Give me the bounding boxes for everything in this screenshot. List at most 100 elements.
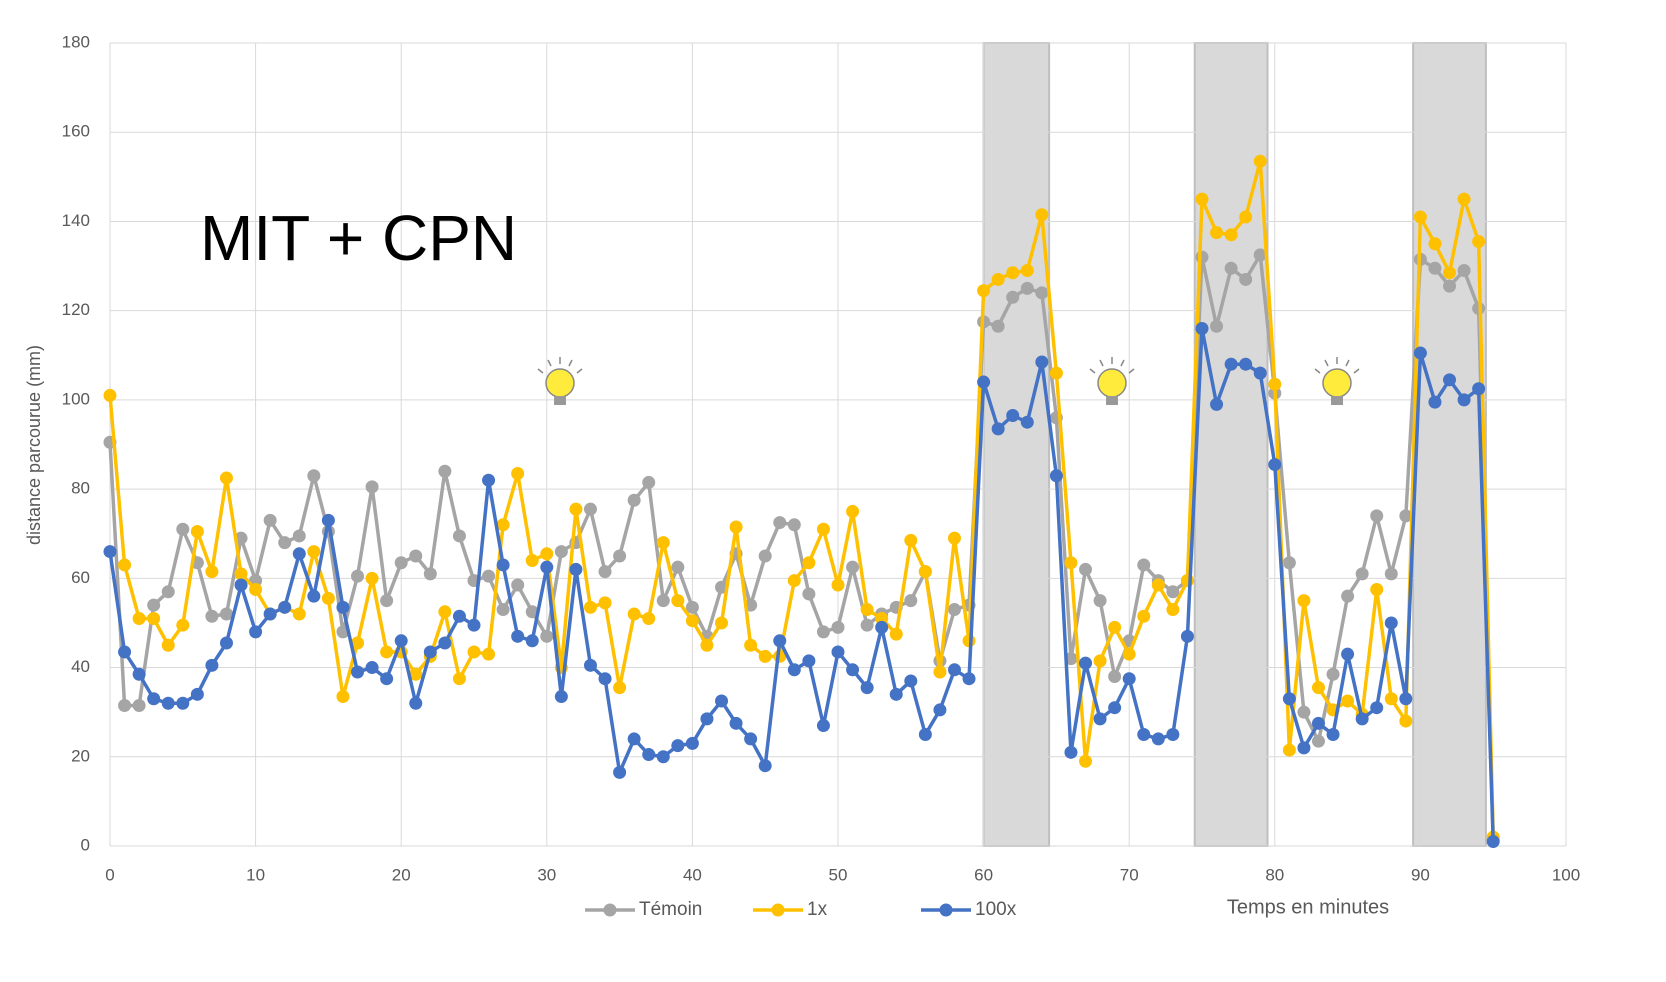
data-point [438, 605, 452, 619]
data-point [773, 634, 787, 648]
data-point [860, 603, 874, 617]
data-point [1151, 732, 1165, 746]
data-point [773, 516, 787, 530]
data-point [1268, 458, 1282, 472]
data-point [1282, 556, 1296, 570]
data-point [1384, 692, 1398, 706]
data-point [554, 690, 568, 704]
data-point [598, 672, 612, 686]
data-point [1399, 714, 1413, 728]
lightbulb-icon [1089, 357, 1135, 405]
data-point [656, 594, 670, 608]
data-point [278, 600, 292, 614]
data-point [1428, 261, 1442, 275]
data-point [1370, 509, 1384, 523]
data-point [438, 464, 452, 478]
data-point [1093, 712, 1107, 726]
data-point [452, 529, 466, 543]
data-point [1355, 567, 1369, 581]
data-point [1108, 669, 1122, 683]
data-point [875, 611, 889, 625]
data-point [977, 284, 991, 298]
data-point [161, 585, 175, 599]
y-tick-label: 140 [62, 211, 90, 230]
data-point [452, 609, 466, 623]
data-point [1049, 366, 1063, 380]
data-point [598, 565, 612, 579]
data-point [715, 616, 729, 630]
data-point [1341, 589, 1355, 603]
data-point [336, 600, 350, 614]
data-point [1443, 266, 1457, 280]
data-point [394, 634, 408, 648]
data-point [292, 607, 306, 621]
data-point [190, 524, 204, 538]
data-point [671, 739, 685, 753]
data-point [627, 607, 641, 621]
data-point [1253, 154, 1267, 168]
data-point [613, 681, 627, 695]
data-point [583, 600, 597, 614]
legend-label: 100x [975, 899, 1017, 920]
data-point [1137, 727, 1151, 741]
bulbs [537, 357, 1360, 405]
data-point [642, 475, 656, 489]
y-tick-label: 0 [81, 835, 90, 854]
data-point [394, 556, 408, 570]
data-point [1253, 366, 1267, 380]
data-point [496, 558, 510, 572]
data-point [118, 698, 132, 712]
annotation: MIT + CPN [200, 202, 517, 274]
data-point [685, 736, 699, 750]
data-point [1006, 266, 1020, 280]
data-point [525, 553, 539, 567]
data-point [685, 600, 699, 614]
x-tick-label: 0 [105, 865, 114, 884]
legend-label: 1x [807, 899, 828, 920]
data-point [627, 493, 641, 507]
data-point [671, 594, 685, 608]
data-point [947, 531, 961, 545]
data-point [496, 603, 510, 617]
data-point [802, 556, 816, 570]
data-point [802, 587, 816, 601]
data-point [409, 667, 423, 681]
y-tick-label: 80 [71, 479, 90, 498]
data-point [1064, 556, 1078, 570]
data-point [991, 319, 1005, 333]
data-point [889, 627, 903, 641]
grid: 0 20 40 60 80 100 120 140 160 180 0 10 20 30 40 50 60 70 8… [62, 32, 1581, 884]
series-line [108, 159, 1495, 838]
y-tick-label: 100 [62, 389, 90, 408]
y-tick-label: 40 [71, 657, 90, 676]
data-point [1370, 582, 1384, 596]
data-point [351, 665, 365, 679]
data-point [1108, 701, 1122, 715]
data-point [1384, 616, 1398, 630]
data-point [1035, 355, 1049, 369]
data-point [103, 545, 117, 559]
data-point [1006, 409, 1020, 423]
data-point [1457, 393, 1471, 407]
data-point [1079, 754, 1093, 768]
data-point [1413, 210, 1427, 224]
data-point [161, 696, 175, 710]
data-point [1166, 585, 1180, 599]
data-point [816, 719, 830, 733]
y-axis-label: distance parcourue (mm) [24, 345, 44, 545]
data-point [438, 636, 452, 650]
data-point [1195, 192, 1209, 206]
data-point [511, 629, 525, 643]
data-point [583, 658, 597, 672]
data-point [1035, 286, 1049, 300]
data-point [802, 654, 816, 668]
data-point [278, 536, 292, 550]
legend-marker [771, 903, 785, 917]
data-point [118, 645, 132, 659]
data-point [1413, 346, 1427, 360]
data-point [1239, 272, 1253, 286]
data-point [234, 567, 248, 581]
data-point [467, 618, 481, 632]
data-point [1224, 228, 1238, 242]
data-point [1443, 373, 1457, 387]
